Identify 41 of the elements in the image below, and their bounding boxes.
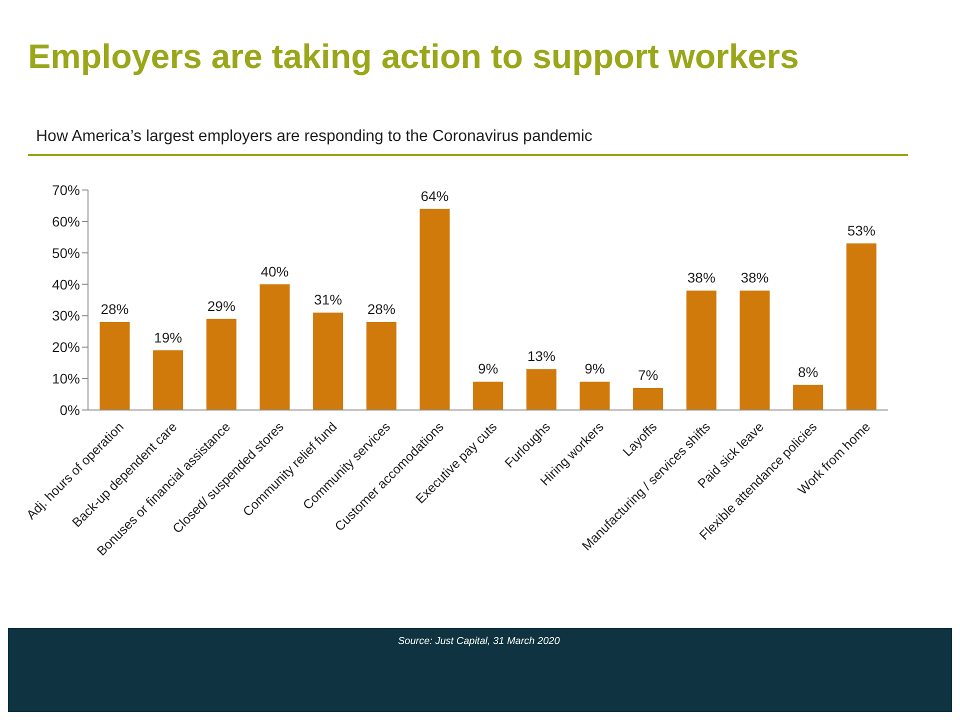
- data-label: 13%: [527, 348, 556, 364]
- data-label: 38%: [740, 270, 769, 286]
- data-label: 31%: [314, 292, 342, 308]
- data-label: 19%: [154, 329, 182, 346]
- bar: [100, 322, 130, 410]
- y-tick-label: 10%: [52, 370, 80, 387]
- bar: [153, 350, 184, 410]
- data-label: 9%: [478, 360, 498, 377]
- bar: [686, 290, 716, 410]
- y-tick-label: 70%: [52, 182, 80, 198]
- bar: [793, 384, 824, 410]
- bar: [260, 284, 290, 410]
- data-label: 38%: [687, 270, 716, 286]
- chart-subtitle: How America’s largest employers are responding to the Coronavirus pandemic: [36, 128, 592, 146]
- data-label: 8%: [798, 364, 818, 380]
- bar: [580, 382, 610, 410]
- y-tick-label: 60%: [52, 213, 80, 230]
- y-tick-label: 30%: [52, 308, 80, 324]
- data-label: 29%: [207, 298, 236, 314]
- data-label: 28%: [367, 301, 396, 317]
- bar: [526, 369, 556, 410]
- y-tick-label: 40%: [52, 276, 80, 292]
- bar: [473, 382, 504, 410]
- bar: [420, 208, 450, 410]
- y-tick-label: 20%: [52, 339, 80, 356]
- bar: [366, 322, 396, 410]
- source-note: Source: Just Capital, 31 March 2020: [398, 636, 560, 647]
- y-tick-label: 50%: [52, 244, 80, 261]
- data-label: 7%: [638, 367, 658, 383]
- chart-title: Employers are taking action to support workers: [28, 38, 799, 77]
- data-label: 28%: [100, 301, 129, 317]
- data-label: 53%: [847, 222, 876, 238]
- bar: [740, 290, 770, 410]
- bar: [206, 318, 236, 410]
- bar: [846, 243, 876, 410]
- y-tick-label: 0%: [60, 402, 80, 418]
- bar: [313, 312, 344, 410]
- data-label: 9%: [584, 360, 605, 377]
- data-label: 64%: [420, 188, 449, 204]
- data-label: 40%: [260, 263, 289, 280]
- bar: [633, 388, 664, 410]
